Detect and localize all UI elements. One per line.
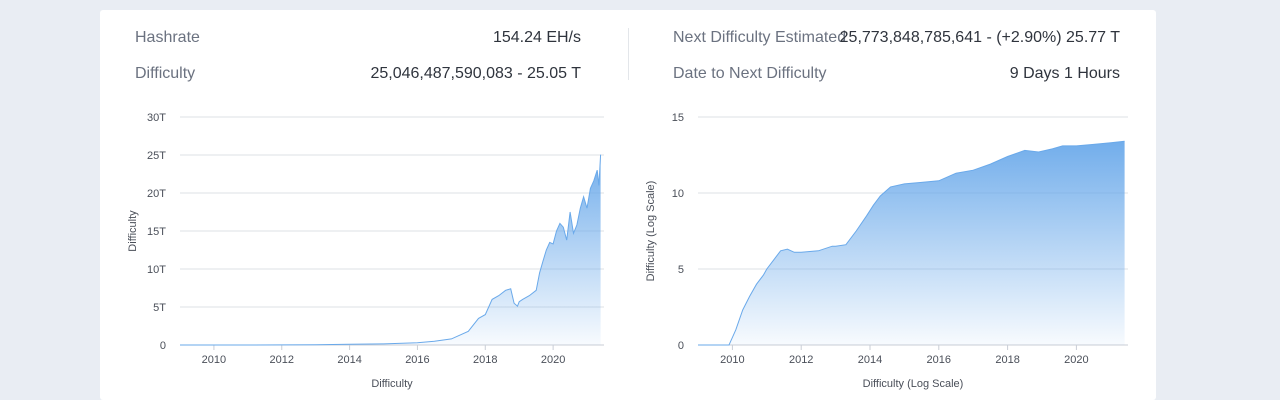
difficulty-value: 25,046,487,590,083 - 25.05 T [370, 65, 581, 82]
y-tick-label: 15 [672, 112, 684, 124]
x-tick-label: 2014 [858, 354, 882, 366]
series-area [180, 154, 601, 345]
series-area [698, 141, 1125, 345]
next-difficulty-label: Next Difficulty Estimated [673, 29, 847, 46]
x-tick-label: 2018 [473, 354, 497, 366]
date-to-next-label: Date to Next Difficulty [673, 65, 827, 82]
x-tick-label: 2012 [789, 354, 813, 366]
y-tick-label: 10T [147, 264, 166, 276]
y-tick-label: 15T [147, 226, 166, 238]
hashrate-label: Hashrate [135, 29, 200, 46]
next-difficulty-value: 25,773,848,785,641 - (+2.90%) 25.77 T [839, 29, 1120, 46]
x-tick-label: 2020 [1064, 354, 1088, 366]
x-tick-label: 2010 [202, 354, 226, 366]
y-tick-label: 0 [160, 340, 166, 352]
y-axis-title: Difficulty (Log Scale) [645, 181, 657, 282]
x-tick-label: 2016 [405, 354, 429, 366]
y-tick-label: 5 [678, 264, 684, 276]
x-tick-label: 2020 [541, 354, 565, 366]
y-tick-label: 5T [153, 302, 166, 314]
series-line [698, 140, 1125, 346]
x-tick-label: 2012 [270, 354, 294, 366]
x-tick-label: 2010 [720, 354, 744, 366]
stats-divider [628, 28, 629, 80]
y-tick-label: 10 [672, 188, 684, 200]
difficulty-label: Difficulty [135, 65, 196, 82]
date-to-next-value: 9 Days 1 Hours [1009, 65, 1120, 82]
y-tick-label: 25T [147, 150, 166, 162]
x-axis-title: Difficulty (Log Scale) [863, 378, 964, 390]
y-tick-label: 30T [147, 112, 166, 124]
x-axis-title: Difficulty [371, 378, 413, 390]
y-axis-title: Difficulty [127, 210, 139, 252]
series-line [180, 154, 602, 346]
hashrate-value: 154.24 EH/s [492, 29, 581, 46]
x-tick-label: 2018 [995, 354, 1019, 366]
x-tick-label: 2014 [337, 354, 361, 366]
y-tick-label: 0 [678, 340, 684, 352]
x-tick-label: 2016 [927, 354, 951, 366]
y-tick-label: 20T [147, 188, 166, 200]
